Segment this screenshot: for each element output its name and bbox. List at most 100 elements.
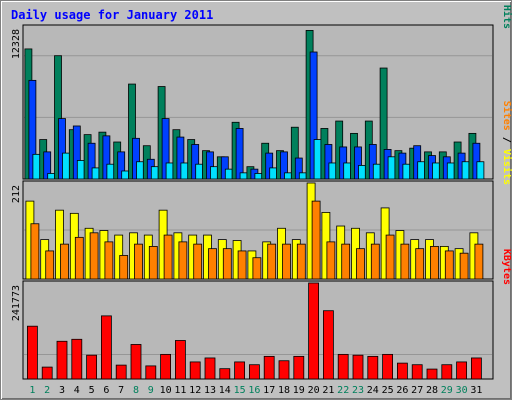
x-tick-label: 16 xyxy=(248,385,260,396)
x-tick-label: 15 xyxy=(234,385,246,396)
sites-bar xyxy=(326,241,336,280)
pages-bar xyxy=(224,168,233,180)
files-bar xyxy=(176,136,185,180)
pages-bar xyxy=(372,163,381,180)
legend-part: / xyxy=(501,1,512,5)
x-tick-label: 9 xyxy=(148,385,154,396)
sites-bar xyxy=(474,243,484,280)
requests-legend: Pages / Files / Hits xyxy=(501,1,512,29)
x-tick-label: 8 xyxy=(133,385,139,396)
x-tick-label: 24 xyxy=(367,385,379,396)
kbytes-bar xyxy=(174,340,186,380)
pages-bar xyxy=(180,162,189,180)
kbytes-legend: KBytes xyxy=(501,249,512,285)
kbytes-bar xyxy=(441,364,453,380)
pages-bar xyxy=(313,139,322,180)
pages-bar xyxy=(165,162,174,180)
kbytes-bar xyxy=(26,325,38,380)
kbytes-bar xyxy=(470,357,482,380)
files-bar xyxy=(102,135,111,180)
visitors-legend: Sites / Visits xyxy=(501,101,512,185)
x-tick-label: 1 xyxy=(29,385,35,396)
kbytes-bar xyxy=(456,361,468,380)
pages-bar xyxy=(106,163,115,180)
kbytes-bar xyxy=(189,361,201,380)
sites-bar xyxy=(208,248,217,280)
kbytes-bar xyxy=(160,353,172,380)
x-tick-label: 20 xyxy=(308,385,320,396)
x-tick-label: 19 xyxy=(293,385,305,396)
files-bar xyxy=(324,144,333,180)
kbytes-bar xyxy=(308,282,320,380)
kbytes-bar xyxy=(248,364,260,380)
pages-bar xyxy=(76,160,85,180)
kbytes-bar xyxy=(41,366,53,380)
x-tick-label: 7 xyxy=(118,385,124,396)
sites-bar xyxy=(60,243,69,280)
hits-bar xyxy=(379,67,388,180)
x-tick-label: 29 xyxy=(441,385,453,396)
legend-part: KBytes xyxy=(501,249,512,285)
files-bar xyxy=(354,146,362,180)
kbytes-bar xyxy=(71,338,83,380)
pages-bar xyxy=(432,162,440,180)
legend-part: Sites xyxy=(501,101,512,131)
pages-bar xyxy=(417,161,426,180)
files-bar xyxy=(309,51,318,180)
sites-bar xyxy=(89,232,99,280)
sites-bar xyxy=(430,245,439,280)
x-tick-label: 25 xyxy=(382,385,394,396)
x-tick-label: 18 xyxy=(278,385,290,396)
files-bar xyxy=(220,156,229,180)
pages-bar xyxy=(254,173,263,180)
files-bar xyxy=(72,125,81,180)
pages-bar xyxy=(239,172,248,180)
pages-bar xyxy=(284,172,292,180)
pages-bar xyxy=(269,167,278,180)
sites-bar xyxy=(134,243,143,280)
visitors-ymax-label: 212 xyxy=(11,185,22,203)
kbytes-bar xyxy=(367,355,379,380)
kbytes-bar xyxy=(234,361,246,380)
sites-bar xyxy=(104,241,114,280)
files-bar xyxy=(280,151,288,180)
sites-bar xyxy=(400,243,410,280)
x-tick-label: 22 xyxy=(337,385,349,396)
files-bar xyxy=(294,157,303,180)
files-bar xyxy=(132,137,140,180)
requests-ymax-label: 12328 xyxy=(11,29,22,59)
pages-bar xyxy=(358,165,366,180)
kbytes-bar xyxy=(337,353,349,380)
kbytes-bar xyxy=(278,360,290,380)
files-bar xyxy=(43,151,52,180)
pages-bar xyxy=(32,153,41,180)
sites-bar xyxy=(119,255,129,280)
x-tick-label: 12 xyxy=(189,385,201,396)
sites-bar xyxy=(178,241,188,280)
x-tick-label: 30 xyxy=(456,385,468,396)
kbytes-bar xyxy=(263,355,275,380)
kbytes-bar xyxy=(101,315,112,380)
files-bar xyxy=(161,118,170,180)
sites-bar xyxy=(252,257,262,280)
x-tick-label: 10 xyxy=(160,385,172,396)
pages-bar xyxy=(210,166,218,180)
sites-bar xyxy=(311,200,321,280)
kbytes-bar xyxy=(426,368,438,380)
pages-bar xyxy=(47,173,56,180)
kbytes-bar xyxy=(322,310,334,380)
visitors-panel: 212 Sites / Visits xyxy=(11,101,512,280)
x-tick-label: 6 xyxy=(103,385,109,396)
sites-bar xyxy=(341,243,351,280)
legend-part: Visits xyxy=(501,149,512,185)
hits-bar xyxy=(54,55,62,180)
pages-bar xyxy=(461,161,470,180)
x-tick-label: 5 xyxy=(89,385,95,396)
pages-bar xyxy=(121,170,130,180)
x-tick-label: 23 xyxy=(352,385,364,396)
hits-bar xyxy=(128,83,136,180)
sites-bar xyxy=(163,234,173,280)
sites-bar xyxy=(45,250,55,280)
files-bar xyxy=(117,151,126,180)
